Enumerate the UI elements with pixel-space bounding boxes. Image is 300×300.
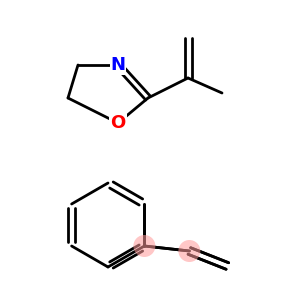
Circle shape (134, 235, 155, 257)
Circle shape (178, 240, 200, 262)
Text: O: O (110, 114, 126, 132)
Text: N: N (110, 56, 125, 74)
